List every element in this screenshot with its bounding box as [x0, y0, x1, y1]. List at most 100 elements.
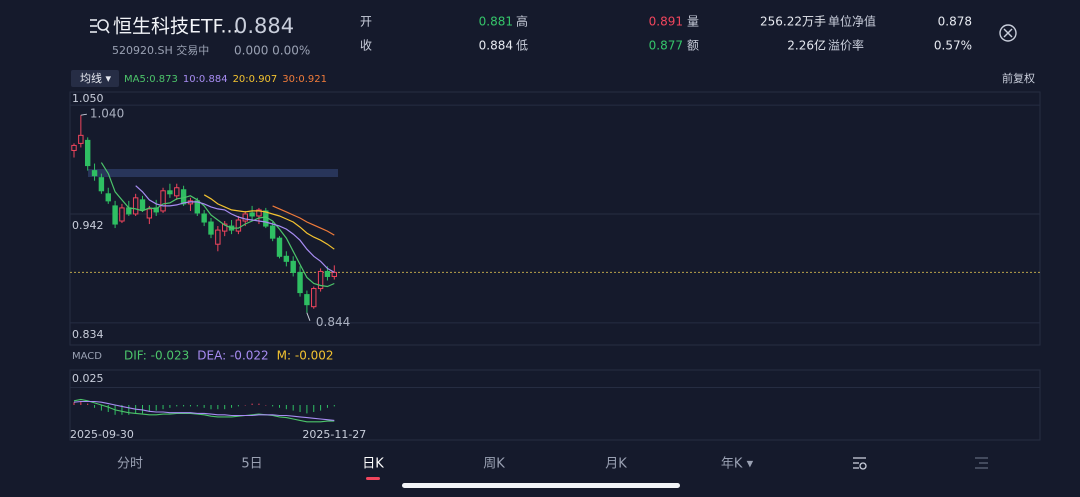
x-label: 2025-11-27: [302, 428, 366, 441]
tab[interactable]: 年K ▾: [721, 457, 754, 472]
x-label: 2025-09-30: [70, 428, 134, 441]
macd-legend: M: -0.002: [277, 349, 334, 363]
quote-value: 0.878: [938, 15, 972, 29]
candle-body: [222, 223, 228, 232]
quote-value: 0.891: [649, 15, 683, 29]
change: 0.000 0.00%: [234, 44, 310, 58]
ma-line: [100, 162, 335, 288]
candle-body: [256, 209, 262, 217]
legend-entry: MA5:0.873: [124, 74, 178, 85]
candle-body: [297, 271, 303, 294]
macd-line: [73, 400, 335, 421]
macd-frame: [69, 369, 1041, 441]
tab-underline: [366, 477, 380, 480]
macd-tick-label: 0.025: [72, 372, 104, 385]
search-icon[interactable]: [90, 19, 110, 34]
candle-body: [317, 270, 324, 290]
candle-body: [126, 207, 132, 215]
candle-body: [160, 190, 166, 212]
candle-body: [311, 288, 317, 308]
quote-value: 0.884: [479, 39, 513, 53]
close-button[interactable]: [999, 24, 1017, 42]
candle-body: [167, 190, 173, 195]
legend-entry: 10:0.884: [183, 74, 228, 85]
candle-body: [146, 208, 153, 219]
candle-body: [132, 197, 139, 215]
candle-body: [174, 187, 180, 197]
code-status: 520920.SH 交易中: [112, 43, 209, 57]
tab[interactable]: 月K: [605, 457, 627, 472]
tab[interactable]: 5日: [241, 457, 262, 472]
candle-body: [78, 134, 84, 144]
candle-body: [91, 170, 98, 177]
candle-body: [290, 260, 296, 273]
y-tick-label: 1.050: [72, 92, 104, 105]
candle-body: [276, 237, 283, 257]
quote-label: 溢价率: [828, 38, 864, 53]
quote-value: 0.881: [479, 15, 513, 29]
candle-body: [242, 213, 248, 222]
tab[interactable]: 分时: [117, 457, 143, 472]
quote-value: 0.57%: [934, 39, 972, 53]
high-pointer: [80, 113, 87, 116]
candle-body: [105, 193, 111, 202]
quote-label: 单位净值: [828, 14, 876, 29]
ma-line: [135, 185, 335, 273]
candle-body: [235, 219, 242, 232]
quote-label: 收: [360, 39, 372, 53]
adjust-button[interactable]: 前复权: [1002, 71, 1035, 85]
macd-legend: DEA: -0.022: [197, 349, 268, 363]
candle-body: [208, 221, 214, 235]
quote-label: 低: [516, 39, 528, 53]
ma-button[interactable]: 均线 ▾: [80, 71, 111, 85]
candle-body: [194, 200, 201, 214]
macd-label: MACD: [72, 351, 102, 362]
price: 0.884: [234, 14, 294, 38]
y-tick-label: 0.834: [72, 328, 104, 341]
high-label: 1.040: [90, 107, 124, 121]
candle-body: [249, 212, 255, 217]
ma-button-bg[interactable]: [71, 70, 119, 87]
candle-body: [269, 225, 276, 239]
list-icon[interactable]: [975, 457, 988, 469]
quote-label: 量: [687, 15, 699, 29]
legend-entry: 30:0.921: [282, 74, 327, 85]
candle-body: [331, 271, 338, 277]
quote-label: 开: [360, 15, 372, 29]
tab[interactable]: 日K: [362, 457, 384, 472]
settings-icon[interactable]: [853, 457, 867, 470]
chart-frame: [69, 91, 1041, 346]
candle-body: [112, 205, 118, 225]
candle-body: [324, 270, 331, 277]
legend-entry: 20:0.907: [233, 74, 278, 85]
quote-value: 256.22万手: [760, 15, 826, 29]
candle-body: [153, 207, 159, 213]
candle-body: [119, 207, 125, 222]
ma-line: [272, 205, 335, 236]
candle-body: [139, 199, 146, 211]
quote-label: 额: [687, 39, 699, 53]
candle-body: [85, 139, 91, 167]
stock-name: 恒生科技ETF...: [113, 16, 239, 38]
range-highlight: [88, 169, 338, 177]
ma-line: [203, 194, 335, 250]
candle-body: [98, 177, 105, 192]
candle-body: [304, 294, 310, 306]
quote-table: 开 0.881 高 0.891 量 256.22万手 单位净值 0.878 收 0.884 低 0.8…: [360, 14, 972, 53]
quote-value: 0.877: [649, 39, 683, 53]
quote-label: 高: [516, 14, 528, 29]
tab[interactable]: 周K: [483, 457, 505, 472]
macd-legend: DIF: -0.023: [124, 349, 189, 363]
quote-value: 2.26亿: [787, 38, 826, 53]
low-pointer: [306, 312, 311, 321]
candle-body: [201, 213, 207, 223]
candle-body: [215, 229, 221, 245]
low-label: 0.844: [316, 315, 350, 329]
candle-body: [283, 255, 290, 262]
home-indicator: [402, 483, 680, 488]
macd-line: [73, 398, 335, 423]
candle-body: [71, 144, 77, 151]
y-tick-label: 0.942: [72, 219, 104, 232]
